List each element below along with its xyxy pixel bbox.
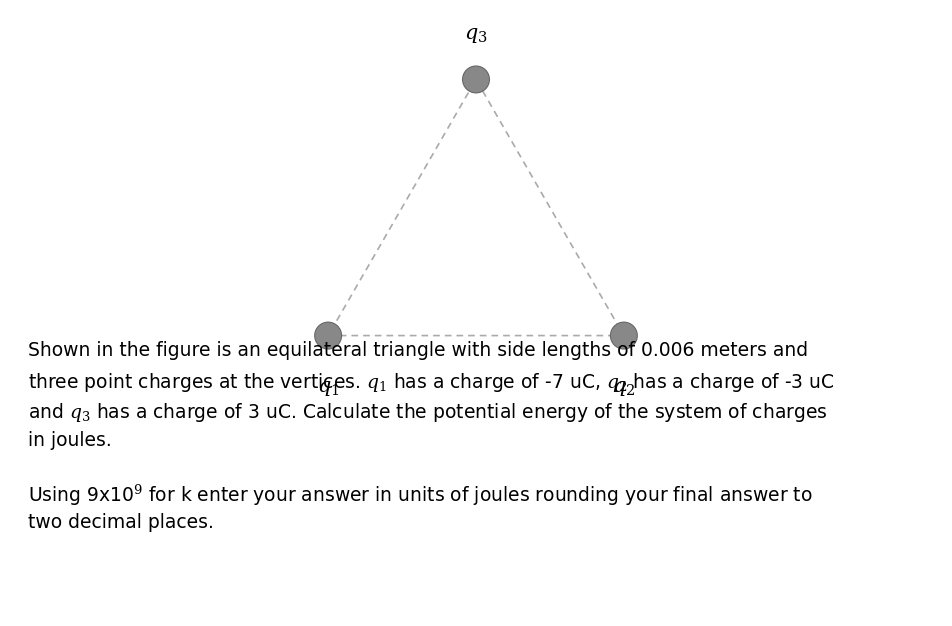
Text: $q_1$: $q_1$ (317, 379, 339, 399)
Text: two decimal places.: two decimal places. (28, 513, 214, 532)
Circle shape (316, 324, 341, 348)
Circle shape (610, 322, 637, 349)
Text: Using 9x10$^9$ for k enter your answer in units of joules rounding your final an: Using 9x10$^9$ for k enter your answer i… (28, 483, 813, 508)
Text: $q_2$: $q_2$ (612, 379, 636, 399)
Circle shape (315, 322, 342, 349)
Circle shape (464, 67, 488, 91)
Text: in joules.: in joules. (28, 431, 111, 450)
Text: Shown in the figure is an equilateral triangle with side lengths of 0.006 meters: Shown in the figure is an equilateral tr… (28, 341, 808, 360)
Text: $q_3$: $q_3$ (465, 26, 487, 46)
Text: three point charges at the vertices. $q_1$ has a charge of -7 uC, $q_2$ has a ch: three point charges at the vertices. $q_… (28, 371, 835, 394)
Text: and $q_3$ has a charge of 3 uC. Calculate the potential energy of the system of : and $q_3$ has a charge of 3 uC. Calculat… (28, 401, 827, 424)
Circle shape (611, 324, 636, 348)
Circle shape (463, 66, 489, 93)
